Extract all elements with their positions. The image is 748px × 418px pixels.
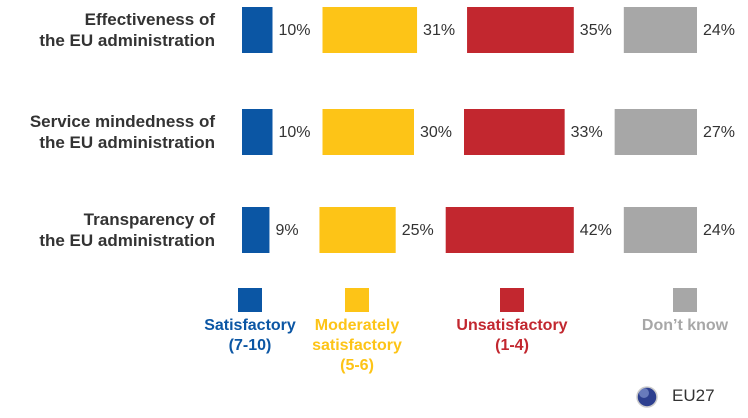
legend-label: Don’t know: [641, 317, 729, 334]
category-label: Transparency of the EU administration: [39, 210, 215, 250]
value-label: 42%: [580, 222, 612, 239]
bar: [623, 207, 697, 253]
value-label: 9%: [275, 222, 298, 239]
bar: [322, 109, 414, 155]
legend-label: Satisfactory (7-10): [204, 317, 296, 354]
legend-label: Moderately satisfactory (5-6): [312, 317, 402, 374]
value-label: 10%: [279, 124, 311, 141]
value-label: 31%: [423, 22, 455, 39]
value-label: 27%: [703, 124, 735, 141]
bar: [445, 207, 574, 253]
bar: [242, 7, 273, 53]
value-label: 24%: [703, 222, 735, 239]
bar: [322, 7, 418, 53]
legend-swatch: [500, 288, 524, 312]
globe-icon: [636, 386, 658, 408]
bar: [242, 207, 270, 253]
value-label: 25%: [402, 222, 434, 239]
legend-label: Unsatisfactory (1-4): [456, 317, 568, 354]
legend-swatch: [673, 288, 697, 312]
bar: [614, 109, 697, 155]
value-label: 33%: [571, 124, 603, 141]
category-label: Effectiveness of the EU administration: [39, 10, 215, 50]
value-label: 30%: [420, 124, 452, 141]
bar: [623, 7, 697, 53]
bar: [467, 7, 574, 53]
bar: [464, 109, 565, 155]
bar: [319, 207, 396, 253]
value-label: 35%: [580, 22, 612, 39]
category-label: Service mindedness of the EU administrat…: [29, 112, 215, 152]
legend-swatch: [345, 288, 369, 312]
legend-swatch: [238, 288, 262, 312]
value-label: 10%: [279, 22, 311, 39]
bar: [242, 109, 273, 155]
badge-label: EU27: [672, 386, 715, 405]
value-label: 24%: [703, 22, 735, 39]
